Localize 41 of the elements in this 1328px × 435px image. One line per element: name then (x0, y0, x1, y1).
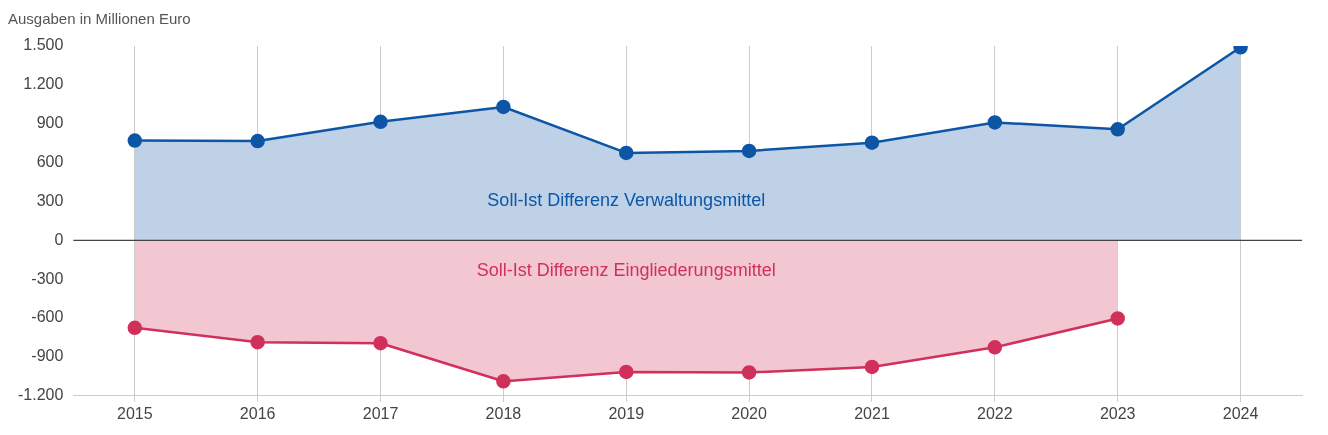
point (987, 115, 1003, 130)
x-tick-label: 2024 (1222, 404, 1259, 422)
y-axis-title: Ausgaben in Millionen Euro (8, 9, 191, 27)
point (1110, 122, 1125, 137)
x-tick-label: 2021 (854, 404, 890, 422)
x-tick-label: 2020 (731, 404, 768, 422)
point (373, 335, 388, 351)
point (619, 145, 634, 161)
point (250, 133, 265, 149)
y-tick-label: 600 (36, 153, 64, 171)
point (496, 374, 511, 389)
point (250, 334, 265, 350)
y-tick-label: 0 (54, 230, 64, 248)
point (741, 365, 757, 380)
point (619, 364, 634, 380)
point (864, 135, 880, 150)
y-tick-label: -300 (31, 269, 64, 287)
point (127, 320, 143, 336)
x-tick-label: 2019 (608, 404, 645, 422)
series-label: Soll-Ist Differenz Verwaltungsmittel (487, 189, 766, 210)
y-tick-label: -600 (31, 308, 64, 326)
point (127, 133, 143, 148)
x-tick-label: 2022 (977, 404, 1013, 422)
y-tick-label: -1.200 (17, 386, 64, 404)
point (373, 114, 388, 130)
x-tick-label: 2023 (1099, 404, 1136, 422)
series-label: Soll-Ist Differenz Eingliederungsmittel (476, 260, 776, 281)
y-tick-label: 1.200 (23, 75, 64, 93)
y-tick-label: -900 (31, 347, 64, 365)
y-tick-label: 1.500 (23, 36, 64, 54)
y-tick-label: 900 (36, 114, 64, 132)
x-tick-label: 2015 (117, 404, 153, 422)
y-tick-label: 300 (36, 191, 64, 209)
point (741, 143, 757, 159)
x-tick-label: 2018 (485, 404, 522, 422)
point (864, 359, 880, 375)
point (987, 340, 1003, 355)
point (496, 99, 511, 115)
x-tick-label: 2016 (239, 404, 276, 422)
x-tick-label: 2017 (362, 404, 399, 422)
point (1110, 311, 1125, 326)
